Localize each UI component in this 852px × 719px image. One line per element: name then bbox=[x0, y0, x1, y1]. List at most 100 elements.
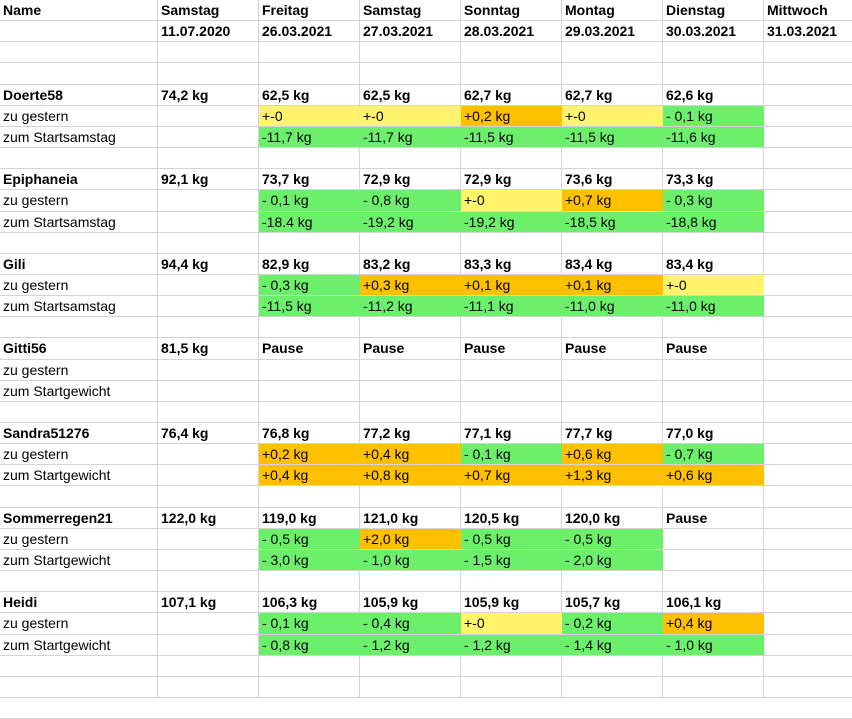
weight-cell[interactable]: 77,7 kg bbox=[565, 425, 613, 441]
row-label-cell[interactable]: zu gestern bbox=[3, 108, 69, 124]
difference-cell[interactable]: -11,5 kg bbox=[461, 127, 562, 147]
header-date-cell[interactable]: 30.03.2021 bbox=[666, 23, 737, 39]
difference-cell[interactable]: - 3,0 kg bbox=[259, 550, 360, 570]
difference-cell[interactable]: +0,4 kg bbox=[259, 465, 360, 485]
weight-cell[interactable]: 76,8 kg bbox=[262, 425, 310, 441]
weight-cell[interactable] bbox=[764, 592, 852, 612]
row-label-cell[interactable]: zum Startgewicht bbox=[3, 467, 111, 483]
header-date-cell[interactable]: 27.03.2021 bbox=[363, 23, 434, 39]
difference-cell[interactable] bbox=[360, 360, 461, 380]
difference-cell[interactable]: -11,0 kg bbox=[562, 296, 663, 316]
participant-name-cell[interactable]: Gili bbox=[3, 256, 26, 272]
difference-cell[interactable] bbox=[764, 529, 852, 549]
difference-cell[interactable]: - 0,3 kg bbox=[259, 275, 360, 295]
header-day-cell[interactable]: Freitag bbox=[262, 2, 309, 18]
difference-cell[interactable] bbox=[764, 127, 852, 147]
participant-name-cell[interactable]: Heidi bbox=[3, 594, 38, 610]
participant-name-cell[interactable]: Gitti56 bbox=[3, 340, 47, 356]
difference-cell[interactable]: +-0 bbox=[259, 106, 360, 126]
row-label-cell[interactable]: zu gestern bbox=[3, 615, 69, 631]
difference-cell[interactable]: -11,7 kg bbox=[259, 127, 360, 147]
difference-cell[interactable]: - 0,7 kg bbox=[663, 444, 764, 464]
difference-cell[interactable] bbox=[764, 613, 852, 634]
difference-cell[interactable] bbox=[562, 381, 663, 401]
row-label-cell[interactable]: zu gestern bbox=[3, 192, 69, 208]
difference-cell[interactable]: +-0 bbox=[461, 190, 562, 211]
weight-cell[interactable]: 72,9 kg bbox=[363, 171, 411, 187]
header-day-cell[interactable]: Montag bbox=[565, 2, 615, 18]
weight-cell[interactable] bbox=[764, 338, 852, 359]
weight-cell[interactable]: Pause bbox=[363, 340, 405, 356]
row-label-cell[interactable]: zum Startgewicht bbox=[3, 383, 111, 399]
difference-cell[interactable]: +0,6 kg bbox=[663, 465, 764, 485]
difference-cell[interactable]: +-0 bbox=[461, 613, 562, 634]
header-date-cell[interactable] bbox=[0, 21, 158, 41]
header-day-cell[interactable]: Samstag bbox=[161, 2, 220, 18]
weight-cell[interactable]: 83,3 kg bbox=[464, 256, 512, 272]
weight-cell[interactable]: 73,3 kg bbox=[666, 171, 714, 187]
header-date-cell[interactable]: 11.07.2020 bbox=[161, 23, 231, 39]
row-label-cell[interactable]: zum Startgewicht bbox=[3, 552, 111, 568]
difference-cell[interactable] bbox=[764, 296, 852, 316]
difference-cell[interactable]: - 0,4 kg bbox=[360, 613, 461, 634]
difference-cell[interactable] bbox=[764, 106, 852, 126]
weight-cell[interactable] bbox=[764, 85, 852, 105]
weight-cell[interactable]: 62,7 kg bbox=[565, 87, 613, 103]
weight-cell[interactable]: 83,4 kg bbox=[666, 256, 714, 272]
header-date-cell[interactable]: 28.03.2021 bbox=[464, 23, 535, 39]
weight-cell[interactable]: 77,0 kg bbox=[666, 425, 714, 441]
weight-cell[interactable]: 105,9 kg bbox=[464, 594, 520, 610]
difference-cell[interactable]: - 1,0 kg bbox=[360, 550, 461, 570]
difference-cell[interactable]: -18.4 kg bbox=[259, 212, 360, 232]
weight-cell[interactable]: 119,0 kg bbox=[262, 510, 317, 526]
difference-cell[interactable]: +-0 bbox=[562, 106, 663, 126]
weight-cell[interactable]: 121,0 kg bbox=[363, 510, 419, 526]
participant-name-cell[interactable]: Doerte58 bbox=[3, 87, 63, 103]
difference-cell[interactable] bbox=[663, 550, 764, 570]
difference-cell[interactable] bbox=[764, 275, 852, 295]
difference-cell[interactable] bbox=[764, 212, 852, 232]
difference-cell[interactable]: +0,7 kg bbox=[562, 190, 663, 211]
row-label-cell[interactable]: zum Startsamstag bbox=[3, 298, 116, 314]
header-day-cell[interactable]: Name bbox=[3, 2, 42, 18]
difference-cell[interactable]: +1,3 kg bbox=[562, 465, 663, 485]
row-label-cell[interactable]: zu gestern bbox=[3, 531, 69, 547]
weight-cell[interactable]: 120,0 kg bbox=[565, 510, 621, 526]
difference-cell[interactable] bbox=[663, 360, 764, 380]
difference-cell[interactable]: +0,7 kg bbox=[461, 465, 562, 485]
start-weight-cell[interactable]: 74,2 kg bbox=[161, 87, 209, 103]
row-label-cell[interactable]: zu gestern bbox=[3, 277, 69, 293]
row-label-cell[interactable]: zum Startgewicht bbox=[3, 637, 111, 653]
weight-cell[interactable]: 106,3 kg bbox=[262, 594, 318, 610]
row-label-cell[interactable]: zu gestern bbox=[3, 446, 69, 462]
difference-cell[interactable] bbox=[562, 360, 663, 380]
difference-cell[interactable]: - 1,0 kg bbox=[663, 635, 764, 655]
difference-cell[interactable]: +0,4 kg bbox=[360, 444, 461, 464]
difference-cell[interactable]: +0,3 kg bbox=[360, 275, 461, 295]
weight-cell[interactable]: 73,7 kg bbox=[262, 171, 310, 187]
difference-cell[interactable]: - 0,1 kg bbox=[663, 106, 764, 126]
weight-cell[interactable]: 77,2 kg bbox=[363, 425, 411, 441]
difference-cell[interactable]: - 0,5 kg bbox=[461, 529, 562, 549]
difference-cell[interactable]: - 0,1 kg bbox=[259, 613, 360, 634]
difference-cell[interactable]: -11,2 kg bbox=[360, 296, 461, 316]
difference-cell[interactable]: - 1,2 kg bbox=[360, 635, 461, 655]
difference-cell[interactable]: +0,6 kg bbox=[562, 444, 663, 464]
difference-cell[interactable] bbox=[663, 381, 764, 401]
difference-cell[interactable]: +-0 bbox=[663, 275, 764, 295]
weight-cell[interactable]: Pause bbox=[565, 340, 607, 356]
participant-name-cell[interactable]: Epiphaneia bbox=[3, 171, 78, 187]
weight-cell[interactable]: 77,1 kg bbox=[464, 425, 512, 441]
difference-cell[interactable] bbox=[461, 360, 562, 380]
difference-cell[interactable]: -11,5 kg bbox=[259, 296, 360, 316]
weight-cell[interactable]: 62,5 kg bbox=[262, 87, 310, 103]
difference-cell[interactable]: - 0,8 kg bbox=[259, 635, 360, 655]
difference-cell[interactable]: - 1,5 kg bbox=[461, 550, 562, 570]
difference-cell[interactable]: -18,5 kg bbox=[562, 212, 663, 232]
difference-cell[interactable]: +-0 bbox=[360, 106, 461, 126]
difference-cell[interactable]: -11,1 kg bbox=[461, 296, 562, 316]
difference-cell[interactable]: - 1,2 kg bbox=[461, 635, 562, 655]
header-day-cell[interactable]: Mittwoch bbox=[767, 2, 828, 18]
header-day-cell[interactable]: Dienstag bbox=[666, 2, 726, 18]
